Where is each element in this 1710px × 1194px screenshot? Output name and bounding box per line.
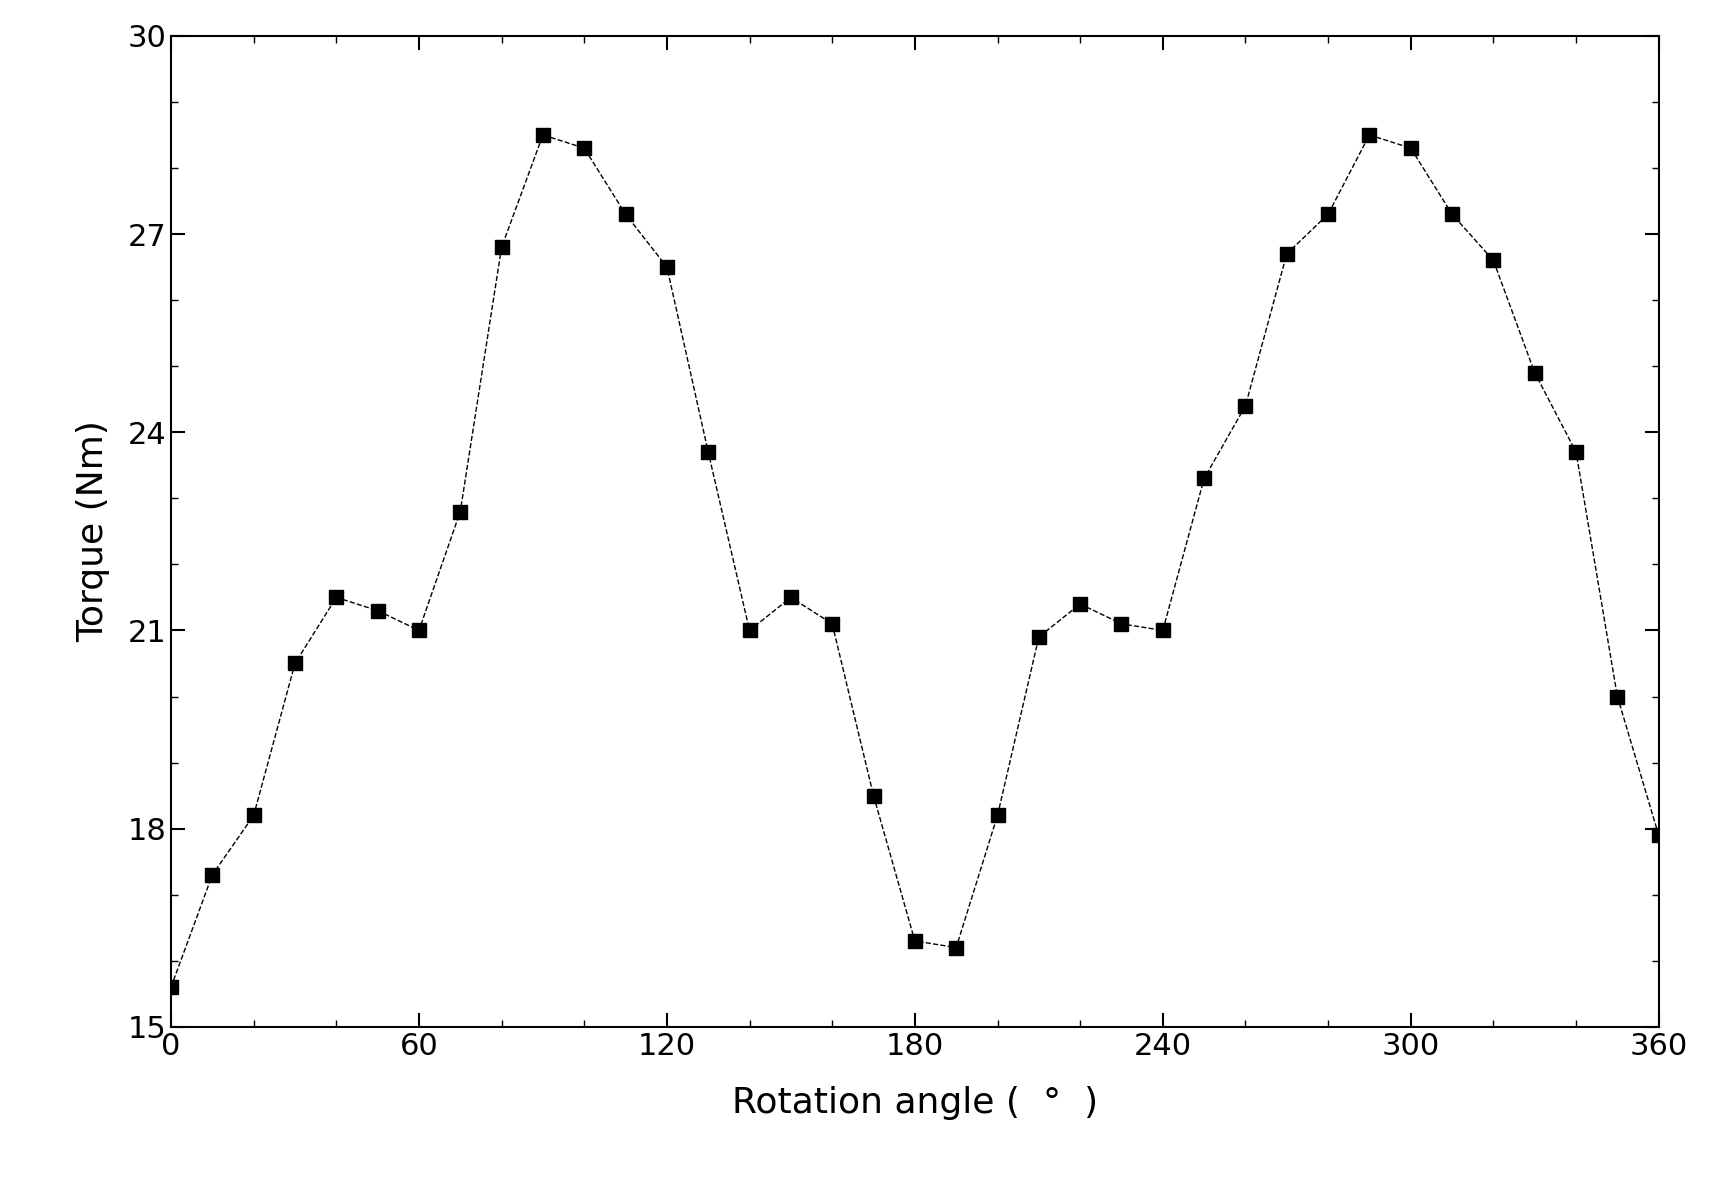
- X-axis label: Rotation angle (  °  ): Rotation angle ( ° ): [732, 1085, 1098, 1120]
- Y-axis label: Torque (Nm): Torque (Nm): [77, 420, 111, 642]
